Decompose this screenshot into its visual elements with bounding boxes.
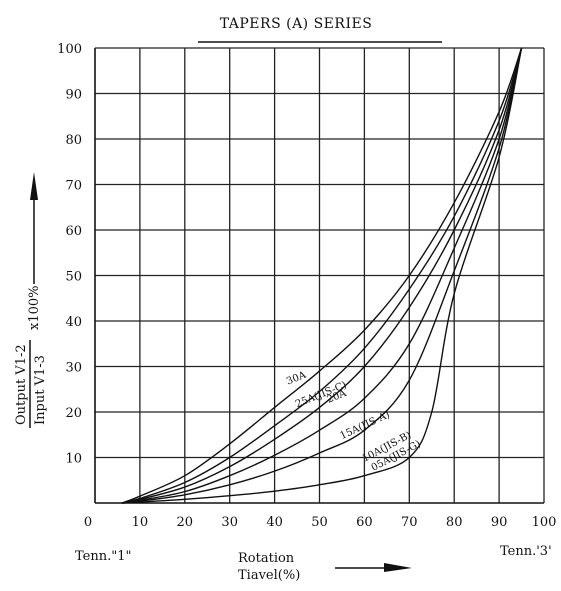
- x-tick-label: 70: [401, 515, 418, 530]
- y-axis-label-group: Output V1-2 Input V1-3 x100%: [14, 172, 48, 428]
- right-terminal-label: Tenn.'3': [500, 544, 552, 559]
- y-tick-label: 40: [65, 315, 82, 330]
- y-tick-label: 60: [65, 224, 82, 239]
- y-axis-label-denominator: Input V1-3: [33, 355, 48, 425]
- chart-title: TAPERS (A) SERIES: [220, 16, 373, 32]
- curves: [121, 47, 523, 504]
- x-tick-label: 20: [177, 515, 194, 530]
- x-axis-arrow-head: [384, 563, 412, 572]
- taper-curve: [121, 47, 523, 504]
- curve-labels: 30A25A(JIS-C)20A15A(JIS-A)10A(JIS-B)05A(…: [285, 370, 423, 474]
- x-tick-label: 100: [532, 515, 557, 530]
- y-tick-label: 10: [65, 452, 82, 467]
- taper-curve: [121, 47, 523, 504]
- y-tick-label: 70: [65, 179, 82, 194]
- x-tick-label: 40: [266, 515, 283, 530]
- y-tick-label: 30: [65, 361, 82, 376]
- y-tick-label: 50: [65, 270, 82, 285]
- x-tick-label: 10: [132, 515, 149, 530]
- x-tick-label: 50: [311, 515, 328, 530]
- taper-curve: [121, 47, 523, 504]
- y-tick-label: 90: [65, 88, 82, 103]
- grid: [95, 47, 545, 503]
- y-axis-arrow-head: [30, 172, 38, 200]
- y-tick-label: 80: [65, 133, 82, 148]
- x-tick-label: 30: [221, 515, 238, 530]
- curve-label: 15A(JIS-A): [339, 409, 392, 442]
- taper-curve: [121, 47, 523, 504]
- x-tick-label: 90: [491, 515, 508, 530]
- axes: 0 10 20 30 40 50 60 70 80 90 100 10 20 30 40 50 60 70 80 90…: [57, 42, 556, 530]
- left-terminal-label: Tenn."1": [75, 549, 131, 564]
- y-axis-label-numerator: Output V1-2: [14, 344, 29, 425]
- x-axis-label-line2: Tiavel(%): [238, 568, 300, 583]
- taper-curve: [121, 47, 523, 504]
- x-tick-label: 0: [84, 515, 92, 530]
- x-tick-label: 60: [356, 515, 373, 530]
- curve-label: 30A: [285, 370, 308, 388]
- y-axis-label-factor: x100%: [27, 286, 42, 331]
- x-axis-label-line1: Rotation: [238, 551, 295, 566]
- x-tick-label: 80: [446, 515, 463, 530]
- y-tick-label: 100: [57, 42, 82, 57]
- y-tick-label: 20: [65, 406, 82, 421]
- taper-curve: [121, 47, 523, 504]
